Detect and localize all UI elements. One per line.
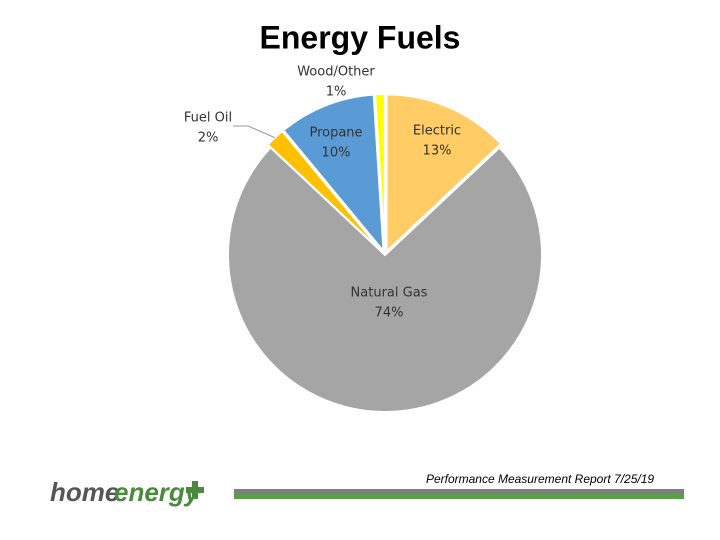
logo: home energy xyxy=(50,477,204,507)
chart-title: Energy Fuels xyxy=(260,19,461,55)
pie-slice xyxy=(385,93,503,254)
pie-slice xyxy=(266,129,384,253)
slice-value-label: 74% xyxy=(375,306,404,321)
slice-value-label: 2% xyxy=(198,131,219,146)
report-caption: Performance Measurement Report 7/25/19 xyxy=(426,472,654,486)
slice-value-label: 1% xyxy=(326,85,347,100)
divider-green xyxy=(234,494,684,499)
logo-home: home xyxy=(50,477,119,507)
pie-slice xyxy=(282,93,385,255)
slice-label: Fuel Oil xyxy=(184,111,232,126)
pie-slice xyxy=(373,93,386,252)
slice-label: Electric xyxy=(413,124,461,139)
leader-line xyxy=(233,125,275,139)
slice-value-label: 10% xyxy=(322,146,351,161)
pie-slice xyxy=(227,146,543,413)
slice-value-label: 13% xyxy=(423,144,452,159)
slice-label: Propane xyxy=(309,126,362,141)
divider-gray xyxy=(234,489,684,494)
slice-label: Wood/Other xyxy=(297,65,375,80)
logo-plus xyxy=(186,481,204,499)
slice-label: Natural Gas xyxy=(351,286,428,301)
pie: Electric 13% Natural Gas 74% Fuel Oil 2% Propa… xyxy=(184,65,543,413)
